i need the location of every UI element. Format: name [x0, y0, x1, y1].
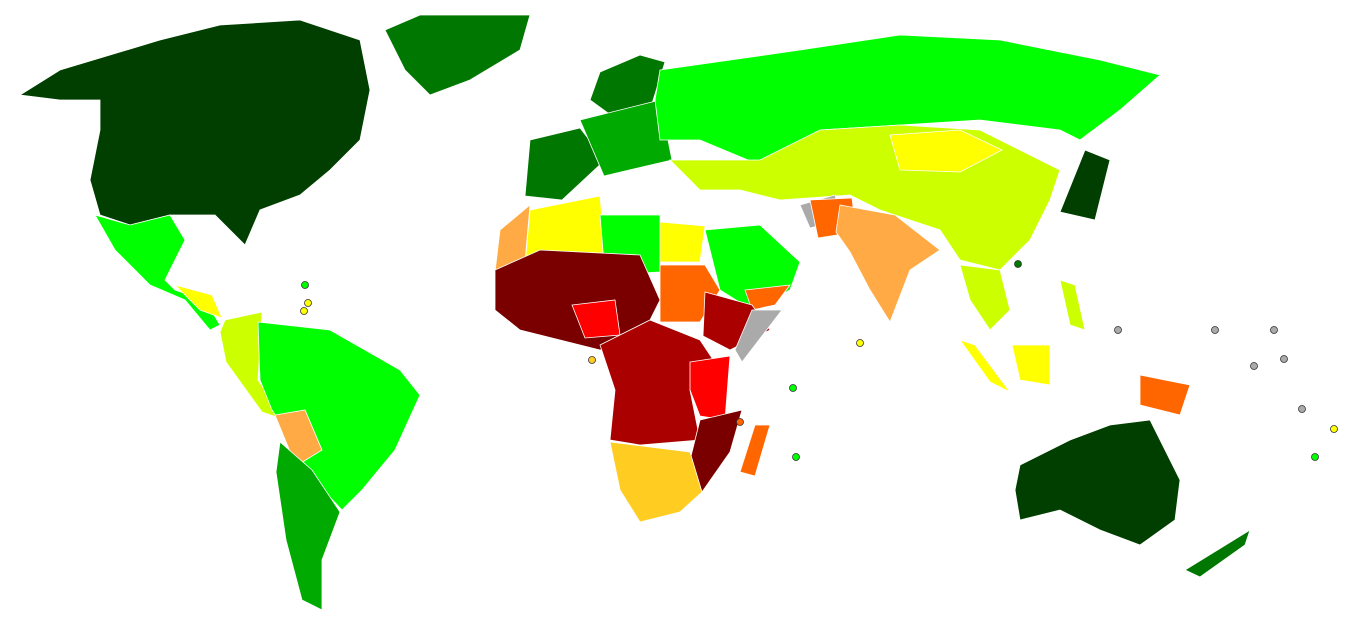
island [300, 307, 308, 315]
island [1114, 326, 1122, 334]
island [304, 299, 312, 307]
island [792, 453, 800, 461]
island [736, 418, 744, 426]
central-africa [599, 319, 721, 446]
australia [1014, 419, 1181, 546]
new-zealand [1184, 529, 1251, 578]
island [1014, 260, 1022, 268]
island [1330, 425, 1338, 433]
kenya-tanzania [689, 355, 731, 421]
argentina [275, 441, 341, 611]
islands [300, 260, 1338, 461]
island [1270, 326, 1278, 334]
north-america [18, 19, 371, 246]
japan [1059, 149, 1111, 221]
island [856, 339, 864, 347]
bolivia [274, 409, 323, 467]
island [1280, 355, 1288, 363]
philippines [1059, 279, 1086, 331]
russia [654, 34, 1161, 166]
brazil [257, 321, 421, 511]
island [789, 384, 797, 392]
island [588, 356, 596, 364]
mongolia [889, 129, 1003, 173]
western-europe [524, 127, 606, 201]
regions [18, 14, 1251, 611]
yemen [744, 284, 791, 311]
island [1298, 405, 1306, 413]
borneo [1011, 344, 1051, 386]
mozambique [689, 409, 743, 493]
greenland [384, 14, 531, 96]
southern-africa [609, 441, 703, 523]
madagascar [739, 424, 771, 477]
egypt [659, 221, 706, 263]
central-america [173, 284, 223, 319]
island [1250, 362, 1258, 370]
somalia [734, 309, 783, 363]
mexico [94, 214, 221, 331]
southeast-asia [959, 264, 1011, 331]
india [835, 204, 941, 323]
sumatra-java [958, 339, 1011, 393]
island [301, 281, 309, 289]
new-guinea [1139, 374, 1191, 416]
island [1211, 326, 1219, 334]
island [1311, 453, 1319, 461]
